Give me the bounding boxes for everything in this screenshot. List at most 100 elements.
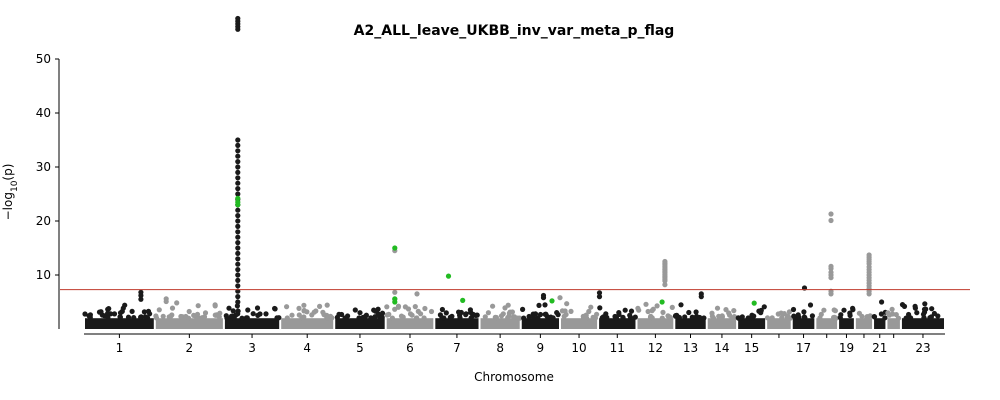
y-tick-label: 10: [36, 268, 51, 282]
background-point: [493, 314, 499, 321]
background-point: [395, 303, 402, 309]
chromosome-band-19: [839, 318, 854, 329]
snp-point: [235, 299, 241, 305]
background-point: [786, 309, 793, 315]
background-point: [375, 306, 381, 312]
background-point: [817, 315, 823, 321]
snp-point: [557, 295, 563, 301]
background-point: [682, 314, 688, 320]
background-point: [914, 310, 920, 316]
snp-point: [549, 298, 555, 304]
snp-point: [828, 291, 834, 297]
snp-point: [138, 296, 144, 302]
x-tick-label: 10: [571, 341, 586, 355]
background-point: [761, 304, 767, 310]
background-point: [447, 314, 453, 320]
background-point: [526, 313, 532, 320]
snp-point: [235, 234, 241, 240]
background-point: [871, 314, 878, 320]
background-point: [795, 312, 801, 318]
background-point: [807, 302, 814, 308]
background-point: [485, 310, 491, 316]
background-point: [692, 315, 698, 321]
background-point: [675, 314, 681, 320]
snp-point: [392, 289, 398, 295]
chromosome-band-5: [335, 318, 385, 329]
y-tick-label: 40: [36, 106, 51, 120]
background-point: [520, 306, 526, 312]
background-point: [230, 308, 236, 314]
snp-point: [866, 291, 872, 297]
background-point: [166, 314, 172, 320]
background-point: [379, 314, 385, 320]
background-point: [360, 314, 366, 321]
background-point: [531, 315, 537, 321]
background-point: [654, 303, 660, 309]
background-point: [885, 310, 891, 316]
snp-point: [659, 299, 665, 305]
background-point: [402, 304, 408, 310]
background-point: [142, 314, 148, 320]
chromosome-band-3: [224, 318, 280, 329]
background-point: [125, 314, 132, 320]
background-point: [616, 311, 622, 318]
background-point: [470, 311, 476, 317]
snp-point: [235, 164, 241, 170]
background-point: [498, 313, 505, 319]
snp-point: [235, 186, 241, 192]
background-point: [458, 309, 464, 316]
chromosome-band-4: [281, 318, 334, 329]
snp-point: [235, 159, 241, 165]
background-point: [409, 312, 415, 318]
background-point: [901, 303, 908, 309]
background-point: [532, 311, 539, 317]
background-point: [317, 303, 323, 309]
background-point: [257, 311, 263, 317]
background-point: [245, 307, 251, 313]
background-points: [82, 300, 944, 329]
background-point: [105, 310, 111, 316]
background-point: [543, 311, 549, 317]
x-tick-label: 6: [406, 341, 414, 355]
background-point: [384, 304, 390, 310]
chromosome-band-12: [637, 318, 674, 329]
background-point: [194, 311, 201, 317]
background-point: [160, 313, 166, 319]
background-point: [650, 306, 656, 312]
chromosome-band-7: [435, 318, 479, 329]
chromosome-band-23: [901, 318, 944, 329]
background-point: [568, 308, 574, 314]
background-point: [202, 310, 209, 316]
background-point: [357, 310, 363, 316]
background-point: [375, 311, 381, 317]
chromosome-band-18: [816, 318, 838, 329]
background-point: [421, 315, 427, 321]
chromosome-band-10: [560, 318, 598, 329]
background-point: [276, 315, 282, 321]
snp-point: [828, 217, 834, 224]
background-point: [537, 311, 544, 318]
background-point: [731, 308, 737, 314]
background-point: [334, 314, 340, 320]
background-point: [923, 306, 929, 312]
background-point: [131, 315, 137, 321]
snp-point: [235, 202, 241, 208]
snp-point: [235, 195, 241, 201]
snp-point: [235, 267, 241, 273]
background-point: [920, 311, 927, 317]
background-point: [922, 301, 928, 307]
snp-point: [235, 175, 241, 181]
background-point: [272, 306, 278, 312]
background-point: [428, 308, 435, 315]
background-point: [389, 315, 395, 321]
background-point: [903, 315, 909, 321]
background-point: [801, 309, 807, 315]
background-point: [289, 312, 295, 318]
chromosome-band-15: [738, 318, 766, 329]
snp-point: [596, 294, 603, 300]
background-point: [821, 307, 827, 313]
background-point: [790, 306, 797, 313]
chromosome-band-17: [792, 318, 815, 329]
